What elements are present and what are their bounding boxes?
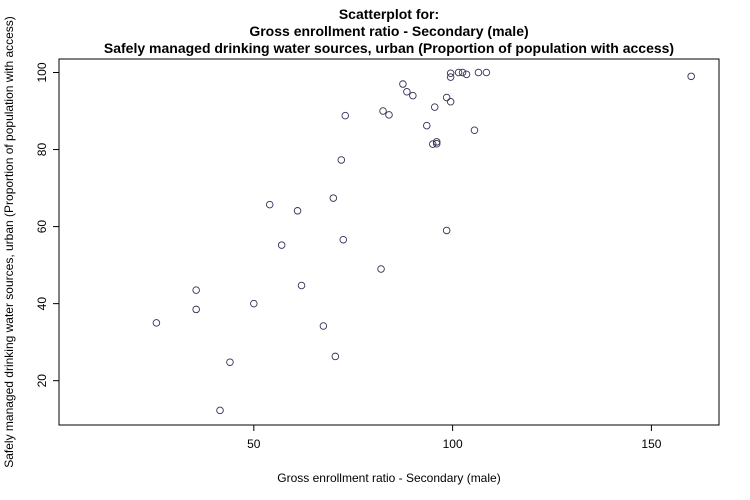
y-tick-label: 40 [35,297,49,311]
data-point [377,265,385,273]
data-point [337,156,346,164]
data-point [442,226,451,235]
data-point [442,93,451,102]
data-point [265,200,274,209]
data-point [423,121,431,130]
x-axis-label: Gross enrollment ratio - Secondary (male… [277,471,500,485]
data-point [432,138,441,146]
data-point [250,299,258,308]
data-point [341,111,350,120]
data-point [482,68,491,77]
x-tick-label: 100 [443,437,463,451]
data-point [293,207,302,215]
data-point [379,107,387,115]
data-point [297,281,306,290]
chart-title: Scatterplot for: Gross enrollment ratio … [104,6,674,56]
data-point [428,140,437,148]
data-points [152,68,695,415]
y-axis: 20 40 60 80 100 [35,62,59,387]
data-point [446,73,455,81]
data-point [192,305,200,314]
data-point [446,69,455,78]
data-point [192,286,200,294]
chart-title-line-3: Safely managed drinking water sources, u… [104,40,674,56]
y-tick-label: 100 [35,62,49,82]
x-tick-label: 150 [641,437,661,451]
data-point [339,235,348,244]
x-axis: 50 100 150 [247,425,662,451]
chart-title-line-1: Scatterplot for: [339,6,439,22]
data-point [432,140,441,148]
data-point [329,194,338,202]
data-point [474,68,483,77]
data-point [403,87,411,96]
plot-area-frame [58,58,720,426]
data-point [458,68,467,77]
data-point [226,358,234,366]
data-point [446,98,455,106]
chart-title-line-2: Gross enrollment ratio - Secondary (male… [249,23,528,39]
data-point [319,322,328,330]
data-point [687,72,695,81]
data-point [385,111,393,119]
y-tick-label: 80 [35,143,49,157]
data-point [399,80,407,88]
data-point [331,352,340,361]
data-point [430,103,439,111]
data-point [462,70,471,79]
data-point [277,241,286,249]
x-tick-label: 50 [247,437,261,451]
y-tick-label: 20 [35,374,49,388]
data-point [454,68,463,77]
data-point [216,406,224,415]
data-point [409,91,417,100]
y-tick-label: 60 [35,220,49,234]
y-axis-label: Safely managed drinking water sources, u… [2,16,16,468]
data-point [470,126,479,135]
data-point [152,319,161,327]
